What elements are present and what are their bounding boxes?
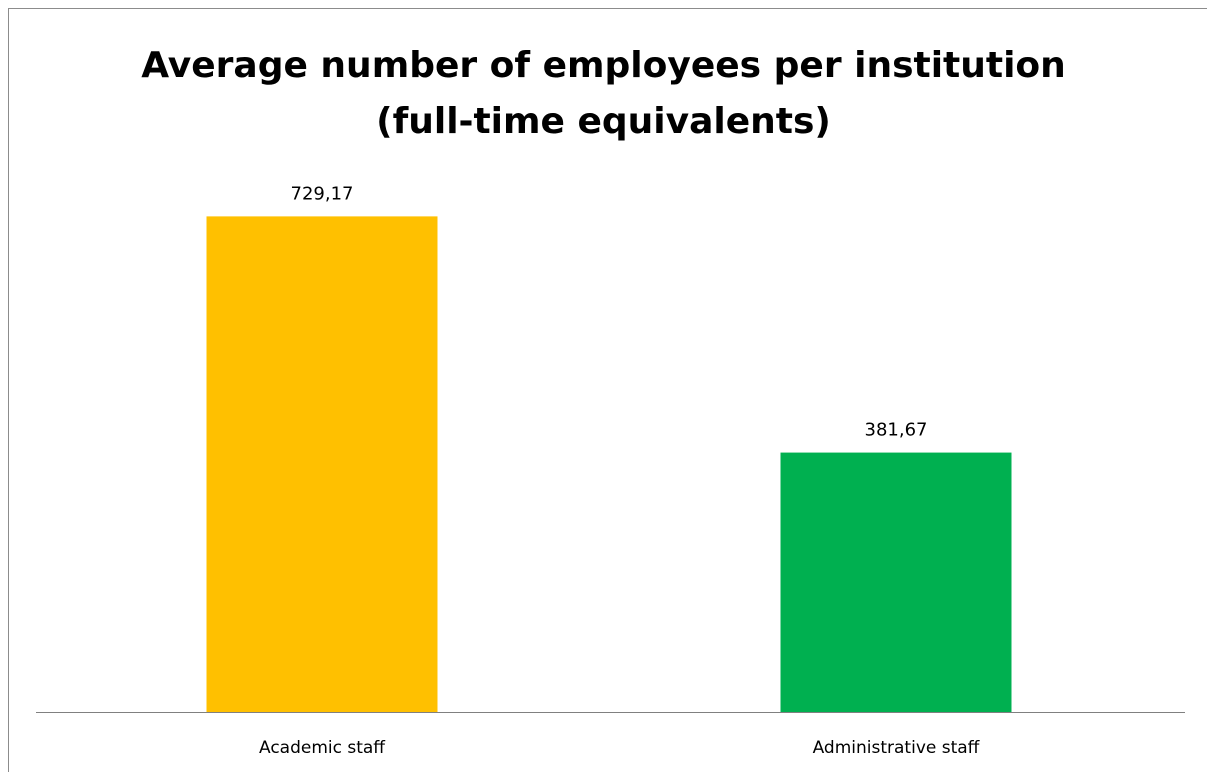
x-tick-label: Administrative staff	[813, 738, 981, 758]
bar-administrative-staff	[780, 452, 1012, 712]
chart-title: Average number of employees per institut…	[0, 38, 1207, 150]
data-label: 729,17	[291, 183, 354, 204]
chart-title-line-2: (full-time equivalents)	[376, 101, 831, 142]
bar-academic-staff	[206, 216, 438, 712]
data-label: 381,67	[865, 420, 928, 441]
chart-title-line-1: Average number of employees per institut…	[141, 45, 1066, 86]
x-tick-label: Academic staff	[259, 738, 386, 758]
